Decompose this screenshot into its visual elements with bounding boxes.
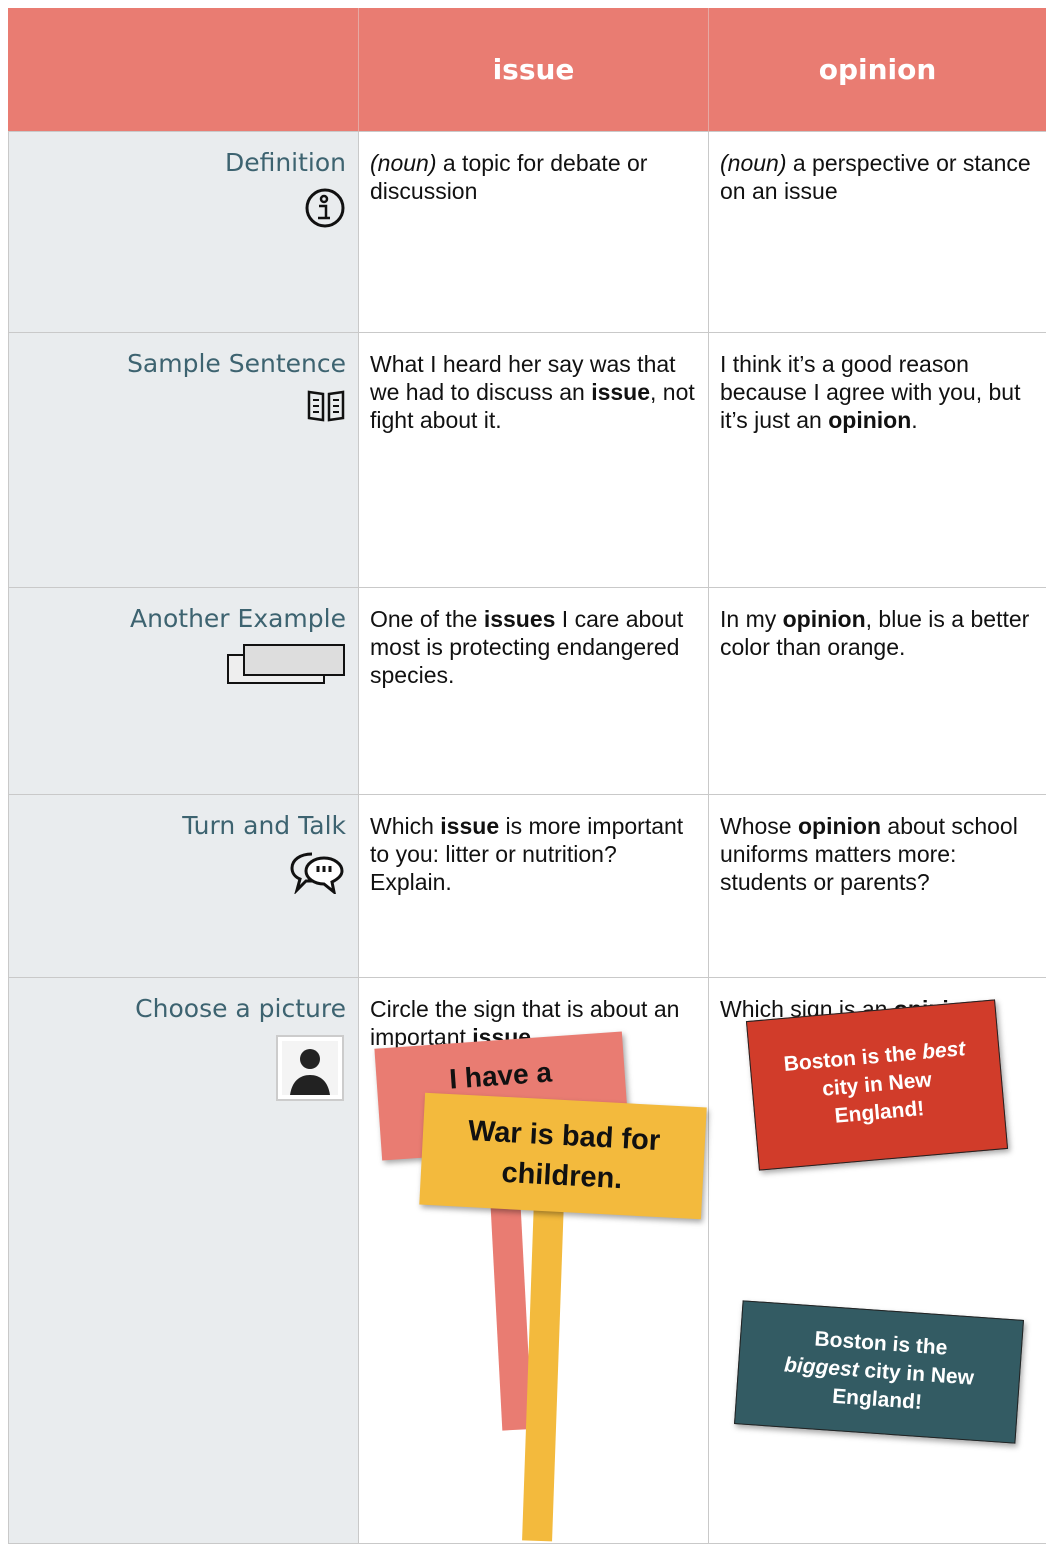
icon [305, 188, 345, 228]
icon [290, 852, 344, 894]
table-cell: (noun) a perspective or stance on an iss… [708, 132, 1046, 333]
italic-run: biggest [783, 1353, 860, 1382]
italic-run: best [921, 1037, 967, 1064]
table-cell: Circle the sign that is about an importa… [358, 978, 708, 1544]
row-icon [9, 1033, 346, 1107]
table-cell: (noun) a topic for debate or discussion [358, 132, 708, 333]
row-label: Choose a picture [135, 994, 346, 1023]
italic-run: (noun) [720, 150, 787, 176]
sign: Boston is the best city in New England! [745, 999, 1009, 1171]
bold-run: issue [440, 813, 500, 839]
row-label: Turn and Talk [182, 811, 346, 840]
text-run: about school uniforms matters more: stud… [720, 813, 1018, 895]
row-label: Definition [224, 148, 346, 177]
row-label-cell: Sample Sentence [8, 333, 358, 588]
bold-run: opinion [797, 813, 882, 839]
text-run: What I heard her say was that we had to … [370, 351, 676, 405]
table-cell: Which issue is more important to you: li… [358, 795, 708, 978]
vocab-table: issue opinion Definition (noun) a topic for… [8, 8, 1046, 1544]
icon [227, 644, 345, 684]
row-label: Sample Sentence [127, 349, 346, 378]
row-icon [9, 643, 346, 685]
row-label-cell: Choose a picture [8, 978, 358, 1544]
bold-run: issues [483, 606, 556, 632]
row-label-cell: Definition [8, 132, 358, 333]
text-run: In my [720, 606, 783, 632]
row-label: Another Example [130, 604, 346, 633]
text-run: city in New England! [821, 1068, 933, 1128]
text-run: I care about most is protecting endanger… [370, 606, 684, 688]
text-run: , not fight about it. [370, 379, 695, 433]
row-label-cell: Another Example [8, 588, 358, 795]
sign-text: Boston is the best city in New England! [780, 1035, 975, 1135]
text-run: . [911, 407, 918, 433]
text-run: War is bad for children. [467, 1115, 661, 1196]
table-cell: What I heard her say was that we had to … [358, 333, 708, 588]
sign-text: Boston is the biggest city in New Englan… [776, 1323, 981, 1421]
row-icon [9, 850, 346, 894]
bold-run: opinion [828, 407, 912, 433]
table-cell: One of the issues I care about most is p… [358, 588, 708, 795]
bold-run: opinion [782, 606, 866, 632]
column-header: opinion [708, 8, 1046, 132]
table-cell: Whose opinion about school uniforms matt… [708, 795, 1046, 978]
table-cell: I think it’s a good reason because I agr… [708, 333, 1046, 588]
column-header: issue [358, 8, 708, 132]
text-run: is more important to you: litter or nutr… [370, 813, 684, 895]
icon [276, 1035, 344, 1101]
sign-text: War is bad for children. [440, 1110, 686, 1203]
text-run: One of the [370, 606, 484, 632]
sign: Boston is the biggest city in New Englan… [734, 1300, 1024, 1444]
icon [307, 390, 345, 422]
text-run: Boston is the [813, 1327, 949, 1360]
text-run: a perspective or stance on an issue [720, 150, 1031, 204]
text-run: a topic for debate or discussion [370, 150, 648, 204]
text-run: , blue is a better color than orange. [720, 606, 1030, 660]
bold-run: issue [591, 379, 651, 405]
text-run: I think it’s a good reason because I agr… [720, 351, 1021, 433]
sign: War is bad for children. [419, 1092, 707, 1220]
row-icon [9, 388, 346, 422]
text-run: Whose [720, 813, 798, 839]
header-corner [8, 8, 358, 132]
table-cell: In my opinion, blue is a better color th… [708, 588, 1046, 795]
text-run: Which [370, 813, 441, 839]
row-icon [9, 187, 346, 229]
italic-run: (noun) [370, 150, 437, 176]
row-label-cell: Turn and Talk [8, 795, 358, 978]
